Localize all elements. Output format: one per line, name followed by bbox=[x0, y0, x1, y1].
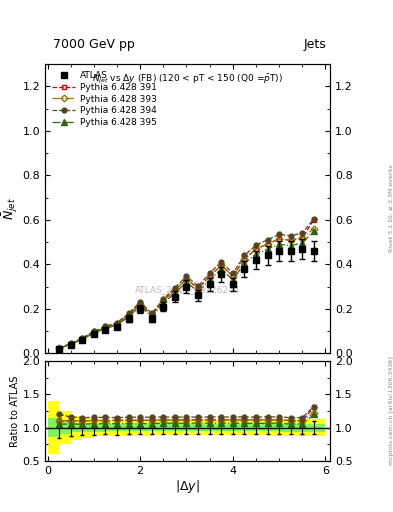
X-axis label: $|\Delta y|$: $|\Delta y|$ bbox=[175, 478, 200, 496]
Text: 7000 GeV pp: 7000 GeV pp bbox=[53, 38, 135, 51]
Text: $N_{jet}$ vs $\Delta y$ (FB) (120 < pT < 150 (Q0 =$\bar{p}$T)): $N_{jet}$ vs $\Delta y$ (FB) (120 < pT <… bbox=[92, 73, 283, 86]
Legend: ATLAS, Pythia 6.428 391, Pythia 6.428 393, Pythia 6.428 394, Pythia 6.428 395: ATLAS, Pythia 6.428 391, Pythia 6.428 39… bbox=[50, 69, 159, 130]
Y-axis label: $\bar{N}_{jet}$: $\bar{N}_{jet}$ bbox=[0, 197, 20, 220]
Y-axis label: Ratio to ATLAS: Ratio to ATLAS bbox=[10, 375, 20, 446]
Text: Rivet 3.1.10, ≥ 3.3M events: Rivet 3.1.10, ≥ 3.3M events bbox=[389, 165, 393, 252]
Text: ATLAS_2011_S9126244: ATLAS_2011_S9126244 bbox=[135, 285, 240, 294]
Text: Jets: Jets bbox=[303, 38, 326, 51]
Text: mcplots.cern.ch [arXiv:1306.3436]: mcplots.cern.ch [arXiv:1306.3436] bbox=[389, 356, 393, 465]
